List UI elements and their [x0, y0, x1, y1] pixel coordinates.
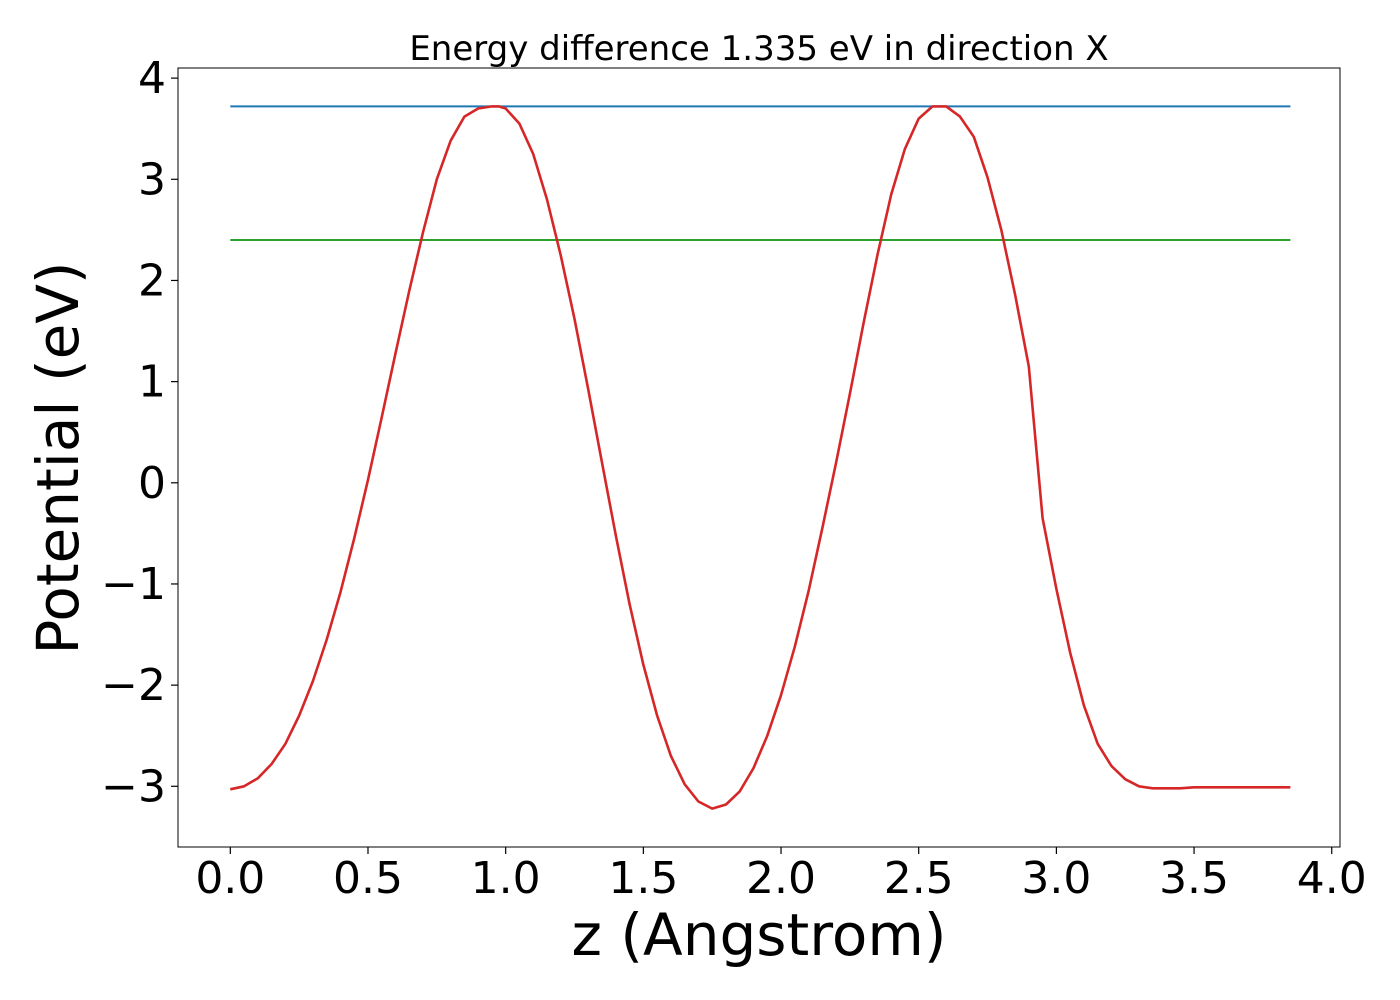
y-tick-label: 4: [138, 53, 166, 104]
y-tick-label: −3: [101, 761, 166, 812]
y-axis: −3 −2 −1 0 1 2 3 4: [101, 53, 178, 812]
chart-title: Energy difference 1.335 eV in direction …: [409, 29, 1108, 69]
series-line-2: [230, 105, 1291, 810]
y-tick-label: 0: [138, 458, 166, 509]
x-tick-label: 1.0: [471, 853, 541, 904]
plot-frame: [177, 67, 1341, 848]
x-tick-label: 4.0: [1297, 853, 1367, 904]
x-tick-label: 0.0: [195, 853, 265, 904]
y-tick-label: 3: [138, 154, 166, 205]
x-tick-label: 0.5: [333, 853, 403, 904]
y-tick-label: 1: [138, 357, 166, 408]
x-tick-label: 3.0: [1021, 853, 1091, 904]
x-tick-label: 1.5: [608, 853, 678, 904]
x-tick-label: 3.5: [1159, 853, 1229, 904]
x-tick-label: 2.5: [884, 853, 954, 904]
y-tick-label: −2: [101, 660, 166, 711]
y-tick-label: 2: [138, 255, 166, 306]
x-axis-label: z (Angstrom): [572, 901, 947, 969]
y-tick-label: −1: [101, 559, 166, 610]
y-axis-label: Potential (eV): [24, 261, 92, 654]
x-axis: 0.0 0.5 1.0 1.5 2.0 2.5 3.0 3.5 4.0: [195, 847, 1367, 904]
x-tick-label: 2.0: [746, 853, 816, 904]
series-layer: [230, 105, 1291, 810]
